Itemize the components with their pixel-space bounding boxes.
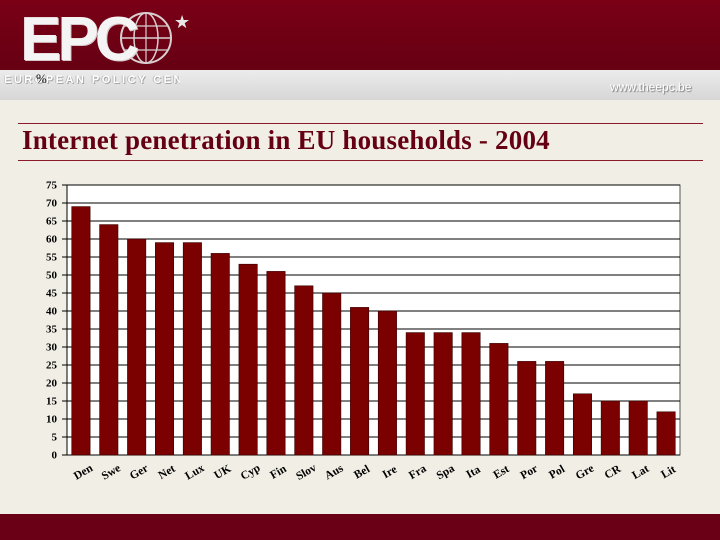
bar-cr [600,400,620,456]
bar-den [71,206,91,456]
x-tick-label: Fin [268,463,289,482]
x-tick-label: Pol [547,463,567,481]
y-tick-label: 70 [46,198,58,210]
bar-net [155,242,175,456]
x-tick-label: Lat [630,463,651,482]
x-tick-label: UK [212,463,233,482]
x-tick-label: Net [157,463,178,482]
x-tick-label: Spa [435,462,457,482]
x-tick-label: Fra [407,463,429,482]
bar-lux [182,242,202,456]
title-rule-bottom [18,160,703,161]
y-tick-label: 65 [46,216,58,228]
bar-uk [210,253,230,456]
x-tick-label: Slov [294,462,318,483]
bar-fra [405,332,425,456]
footer-band [0,514,720,540]
bar-ire [377,310,397,456]
x-tick-label: Ita [464,464,482,482]
x-tick-label: Bel [352,463,372,481]
bar-spa [433,332,453,456]
title-rule-top [18,123,703,124]
x-tick-label: Ger [128,462,151,482]
y-axis-unit: % [36,71,47,86]
x-tick-label: Por [519,463,540,482]
header-band [0,70,720,100]
bar-pol [545,361,565,456]
x-tick-label: Lit [659,463,678,481]
y-tick-label: 75 [46,180,58,192]
x-tick-label: Est [491,463,511,481]
bar-ita [461,332,481,456]
bar-gre [572,393,592,456]
y-tick-label: 0 [52,450,58,462]
x-tick-label: CR [603,463,624,482]
x-tick-label: Den [72,462,96,483]
y-tick-label: 35 [46,324,58,336]
x-tick-label: Gre [574,462,596,482]
y-tick-label: 10 [46,414,58,426]
y-tick-label: 25 [46,360,58,372]
website-link[interactable]: www.theepc.be [610,80,692,94]
y-tick-label: 5 [52,432,58,444]
bar-lit [656,411,676,456]
logo-text: EPC [20,5,140,74]
y-tick-label: 20 [46,378,58,390]
star-icon: ★ [174,12,191,32]
bar-por [517,361,537,456]
bar-slov [294,285,314,456]
bar-cyp [238,263,258,456]
bar-aus [322,292,342,456]
bar-ger [127,238,147,456]
globe-icon [120,12,172,64]
x-tick-label: Lux [183,462,206,482]
bar-chart: 0 5 10 15 20 25 30 35 40 45 50 55 60 65 70 75 Den Swe Ger N… [46,180,681,483]
x-tick-label: Aus [323,462,346,482]
bar-lat [628,400,648,456]
epc-logo: EPC ★ [6,4,196,74]
bar-est [489,343,509,456]
y-tick-label: 60 [46,234,58,246]
y-tick-label: 40 [46,306,58,318]
bar-bel [350,307,370,456]
y-tick-label: 45 [46,288,58,300]
x-tick-label: Cyp [239,462,263,483]
slide-title: Internet penetration in EU households - … [22,125,550,155]
x-tick-label: Ire [381,464,400,482]
x-tick-label: Swe [100,462,123,482]
bar-swe [99,224,119,456]
logo-subtitle: EUROPEAN POLICY CENTRE [4,74,180,86]
y-tick-label: 55 [46,252,58,264]
bar-fin [266,271,286,456]
y-tick-label: 50 [46,270,58,282]
y-tick-label: 30 [46,342,58,354]
y-tick-label: 15 [46,396,58,408]
